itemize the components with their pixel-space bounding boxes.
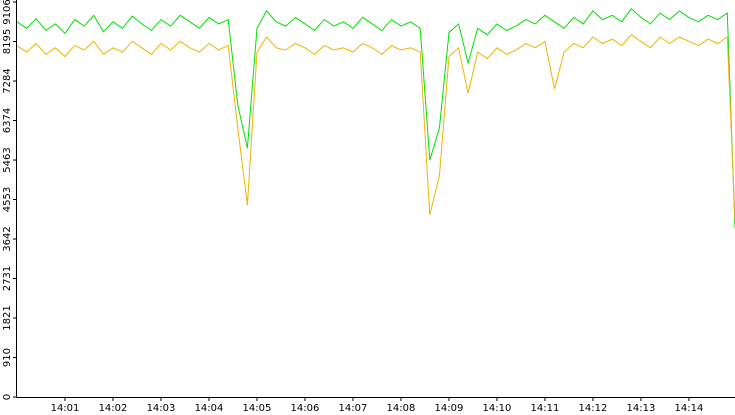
x-tick-label: 14:12 <box>579 403 608 414</box>
x-tick-label: 14:08 <box>387 403 416 414</box>
x-tick-label: 14:04 <box>195 403 224 414</box>
y-tick-label: 7284 <box>2 68 13 93</box>
x-tick-label: 14:11 <box>531 403 560 414</box>
series-line <box>16 8 735 229</box>
x-tick-label: 14:06 <box>291 403 320 414</box>
series-line <box>16 34 735 220</box>
x-tick-label: 14:10 <box>483 403 512 414</box>
x-tick-label: 14:03 <box>147 403 176 414</box>
y-tick-label: 3642 <box>2 226 13 251</box>
y-tick-label: 9106 <box>2 0 13 25</box>
y-tick-label: 8195 <box>2 29 13 54</box>
y-tick-label: 0 <box>2 394 13 400</box>
y-tick-label: 5463 <box>2 147 13 172</box>
x-tick-label: 14:05 <box>243 403 272 414</box>
y-tick-label: 910 <box>2 348 13 367</box>
x-tick-label: 14:07 <box>339 403 368 414</box>
x-tick-label: 14:02 <box>99 403 128 414</box>
x-tick-label: 14:01 <box>51 403 80 414</box>
x-tick-label: 14:13 <box>627 403 656 414</box>
y-tick-label: 4553 <box>2 187 13 212</box>
y-tick-label: 1821 <box>2 305 13 330</box>
y-tick-label: 6374 <box>2 108 13 133</box>
x-tick-label: 14:09 <box>435 403 464 414</box>
y-tick-label: 2731 <box>2 266 13 291</box>
x-tick-label: 14:14 <box>675 403 704 414</box>
